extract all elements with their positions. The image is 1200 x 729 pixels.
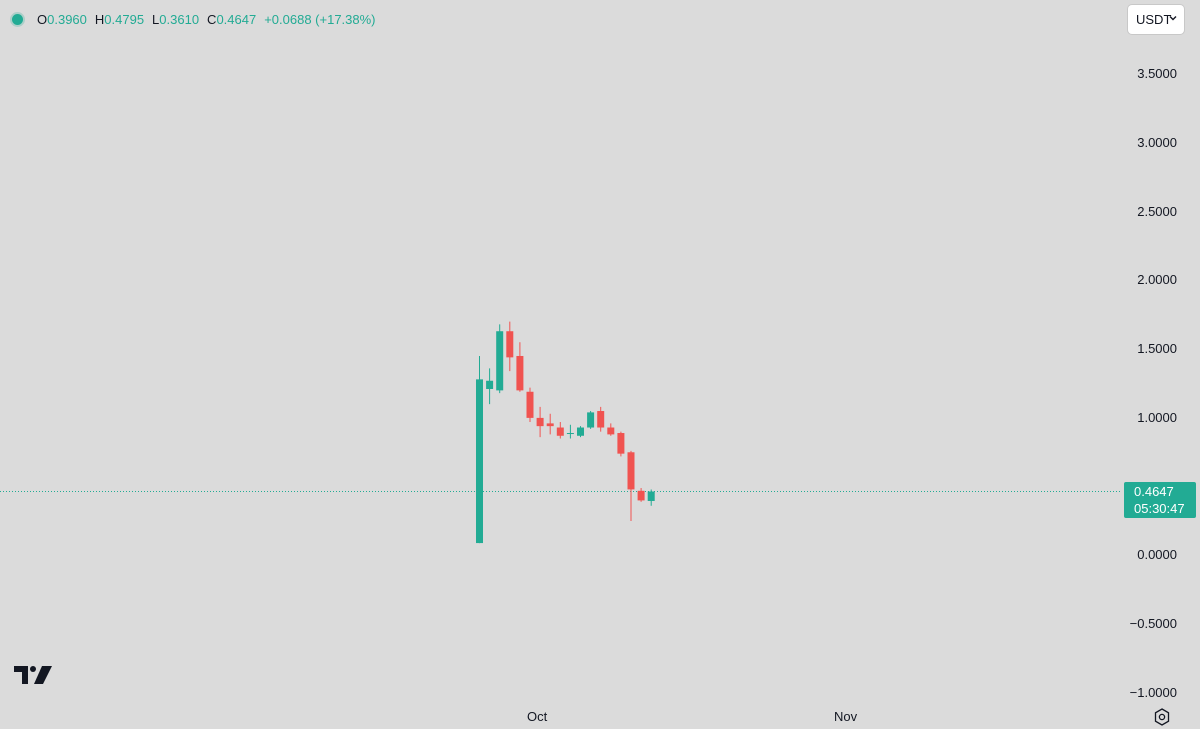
ohlc-legend: O 0.3960 H 0.4795 L 0.3610 C 0.4647 +0.0688 … xyxy=(12,9,376,29)
high-value: 0.4795 xyxy=(104,11,145,27)
low-key: L xyxy=(152,11,160,27)
price-axis-tick-label: 1.5000 xyxy=(1137,341,1177,357)
candle-body xyxy=(476,379,483,544)
price-axis-tick-label: 3.0000 xyxy=(1137,134,1177,150)
low-value: 0.3610 xyxy=(159,11,200,27)
candle-body xyxy=(506,331,514,358)
candle-body xyxy=(526,391,534,418)
price-axis-tick-label: −1.0000 xyxy=(1129,685,1177,700)
candle-body xyxy=(597,411,605,428)
time-axis-tick-label: Nov xyxy=(834,709,858,724)
candle-body xyxy=(516,355,524,391)
candle-body xyxy=(566,433,574,435)
price-axis-tick-label: 3.5000 xyxy=(1137,66,1177,81)
candle-body xyxy=(486,380,494,390)
close-value: 0.4647 xyxy=(216,11,257,27)
candle-body xyxy=(647,491,655,501)
chevron-down-icon xyxy=(1169,16,1177,21)
currency-select[interactable]: USDT xyxy=(1128,5,1184,34)
price-axis-tick-label: 2.5000 xyxy=(1137,203,1177,219)
candle-body xyxy=(556,427,564,436)
current-price-value: 0.4647 xyxy=(1134,484,1174,499)
candle-body xyxy=(637,490,645,501)
close-key: C xyxy=(207,11,217,27)
settings-gear-icon[interactable] xyxy=(1152,707,1172,727)
price-axis-tick-label: 0.0000 xyxy=(1137,547,1177,563)
price-axis-tick-label: 2.0000 xyxy=(1137,272,1177,288)
time-axis-tick-label: Oct xyxy=(527,709,548,724)
price-axis-tick-label: −0.5000 xyxy=(1129,616,1177,632)
symbol-status-dot xyxy=(12,13,23,25)
open-value: 0.3960 xyxy=(47,11,87,27)
high-key: H xyxy=(94,11,105,27)
candle-body xyxy=(496,331,504,391)
open-key: O xyxy=(37,11,48,27)
currency-select-value: USDT xyxy=(1136,12,1172,27)
change-value: +0.0688 (+17.38%) xyxy=(264,11,376,27)
current-price-tag: 0.4647 05:30:47 xyxy=(1124,482,1196,518)
candles-layer xyxy=(476,321,655,544)
candle-body xyxy=(536,417,544,427)
candle-body xyxy=(607,427,615,435)
tradingview-logo-icon[interactable] xyxy=(14,664,54,686)
candle-body xyxy=(587,412,595,428)
candle-body xyxy=(577,427,584,436)
price-axis-tick-label: 1.0000 xyxy=(1137,409,1177,425)
candle-body xyxy=(617,433,625,454)
candle-body xyxy=(627,452,635,490)
candle-body xyxy=(546,423,554,427)
bar-countdown: 05:30:47 xyxy=(1134,501,1185,516)
